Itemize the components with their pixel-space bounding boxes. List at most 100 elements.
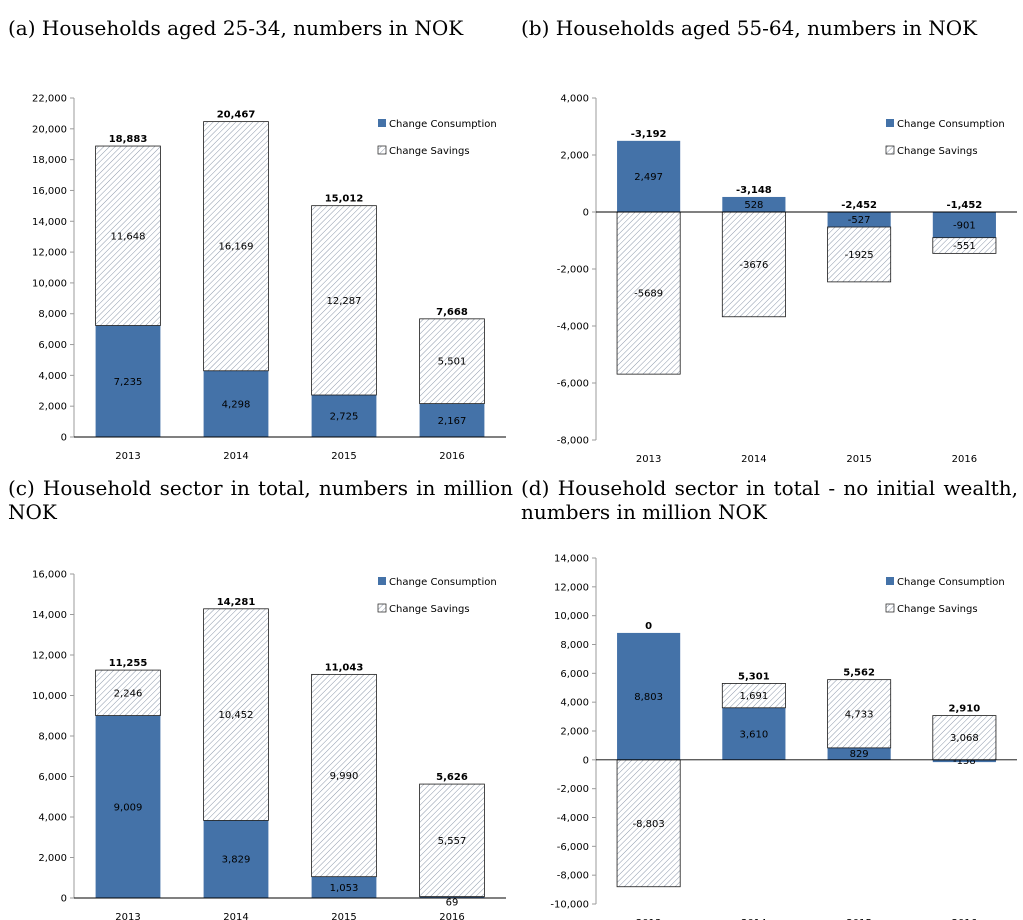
legend-label-savings: Change Savings [389,604,470,615]
bar-consumption [419,896,485,898]
data-label-savings: -1925 [845,250,874,261]
x-category-label: 2014 [223,912,248,920]
bar-savings [827,226,892,283]
y-tick-label: 18,000 [32,155,67,166]
x-category-label: 2015 [846,454,871,465]
data-label-consumption: 829 [850,749,869,760]
bar-total-label: -3,148 [736,185,772,196]
data-label-savings: -8,803 [633,819,665,830]
x-category-label: 2015 [331,912,356,920]
x-category-label: 2013 [636,918,661,920]
y-tick-label: 10,000 [554,611,589,622]
bar-savings [203,608,269,821]
y-tick-label: -10,000 [550,900,589,911]
y-tick-label: 22,000 [32,94,67,105]
y-tick-label: -6,000 [557,842,589,853]
legend-label-consumption: Change Consumption [389,577,497,588]
y-tick-label: 6,000 [560,669,589,680]
bar-savings [616,211,681,375]
y-tick-label: -8,000 [557,436,589,447]
bar-savings [419,783,485,898]
chart-panel-d: -10,000 -8,000 -6,000 -4,000 -2,000 0 2,000 4,0… [550,554,1017,920]
x-category-label: 2015 [846,918,871,920]
data-label-consumption: 1,053 [330,883,359,894]
bar-savings [932,715,997,761]
y-tick-label: 12,000 [32,248,67,259]
y-tick-label: 2,000 [38,402,67,413]
bar-total-label: 5,626 [436,772,468,783]
data-label-consumption: 2,725 [330,412,359,423]
y-tick-label: 4,000 [560,94,589,105]
x-category-label: 2015 [331,451,356,462]
y-tick-label: 0 [61,894,67,905]
bar-total-label: 0 [645,621,652,632]
bar-consumption [617,632,681,760]
data-label-savings: 12,287 [327,296,362,307]
data-label-savings: -5689 [634,289,663,300]
y-tick-label: -6,000 [557,379,589,390]
legend-swatch-consumption [886,119,894,127]
data-label-consumption: 3,610 [740,729,769,740]
y-tick-label: -4,000 [557,322,589,333]
x-category-label: 2013 [636,454,661,465]
y-tick-label: 10,000 [32,278,67,289]
data-label-consumption: -527 [848,215,871,226]
data-label-consumption: -158 [953,756,976,767]
x-category-label: 2014 [741,918,766,920]
chart-panel-a: 0 2,000 4,000 6,000 8,000 10,000 12,000 14,000 1… [32,94,506,462]
y-tick-label: 8,000 [38,732,67,743]
y-tick-label: 6,000 [38,340,67,351]
y-tick-label: 0 [583,755,589,766]
bar-savings [616,759,681,888]
y-tick-label: 20,000 [32,124,67,135]
data-label-consumption: 69 [446,898,459,909]
bar-consumption [932,212,996,238]
y-tick-label: 14,000 [554,554,589,565]
y-tick-label: 12,000 [32,651,67,662]
data-label-savings: 2,246 [114,688,143,699]
data-label-consumption: 2,167 [438,416,467,427]
y-tick-label: 0 [583,208,589,219]
bar-consumption [419,403,485,437]
y-tick-label: 2,000 [560,151,589,162]
bar-total-label: 11,255 [109,658,148,669]
y-tick-label: -4,000 [557,813,589,824]
bar-total-label: 14,281 [217,597,256,608]
bar-consumption [722,707,786,760]
data-label-consumption: 528 [744,200,763,211]
caption-panel-c: (c) Household sector in total, numbers i… [8,476,513,524]
bar-savings [95,145,161,326]
bar-total-label: 2,910 [949,704,981,715]
x-category-label: 2016 [952,454,977,465]
bar-savings [95,669,161,716]
chart-panel-b: -8,000 -6,000 -4,000 -2,000 0 2,000 4,000 2,497… [557,94,1017,465]
data-label-consumption: 9,009 [114,802,143,813]
data-label-consumption: 2,497 [634,172,663,183]
data-label-savings: 16,169 [219,242,254,253]
data-label-savings: 4,733 [845,709,874,720]
legend-label-consumption: Change Consumption [389,119,497,130]
x-category-label: 2016 [439,451,464,462]
data-label-consumption: 7,235 [114,377,143,388]
y-tick-label: 6,000 [38,772,67,783]
legend-swatch-consumption [378,577,386,585]
y-tick-label: 0 [61,433,67,444]
legend-label-consumption: Change Consumption [897,577,1005,588]
legend-swatch-savings [885,145,895,155]
bar-savings [721,211,786,318]
x-category-label: 2013 [115,451,140,462]
bar-consumption [932,759,996,763]
bar-savings [419,318,485,405]
bar-consumption [311,395,377,437]
caption-panel-a: (a) Households aged 25-34, numbers in NO… [8,16,464,40]
bar-consumption [95,325,161,437]
bar-total-label: -3,192 [631,129,667,140]
bar-savings [203,121,269,372]
bar-consumption [203,370,269,437]
y-tick-label: 4,000 [560,698,589,709]
data-label-savings: -551 [953,241,976,252]
data-label-savings: 11,648 [111,231,146,242]
bar-savings [721,683,786,709]
x-category-label: 2014 [223,451,248,462]
x-category-label: 2016 [439,912,464,920]
